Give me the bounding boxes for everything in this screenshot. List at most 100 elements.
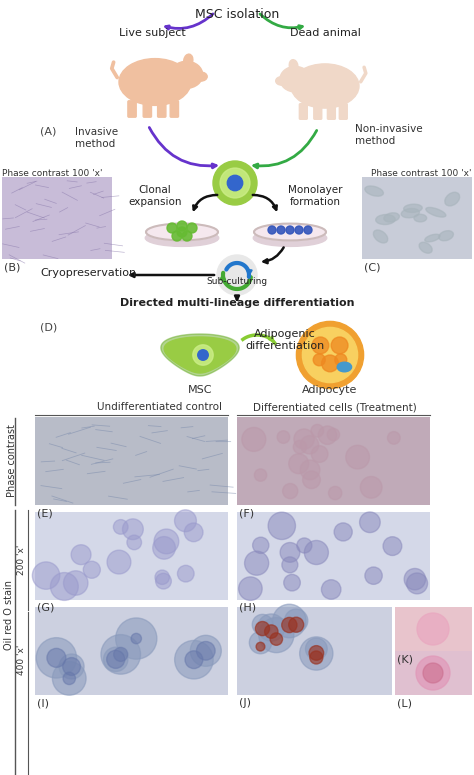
Text: Phase contrast 100 'x': Phase contrast 100 'x' bbox=[372, 168, 472, 177]
Circle shape bbox=[83, 561, 100, 578]
Circle shape bbox=[346, 446, 369, 469]
Circle shape bbox=[228, 175, 243, 191]
Ellipse shape bbox=[439, 231, 454, 241]
Circle shape bbox=[253, 537, 269, 553]
Circle shape bbox=[280, 542, 300, 563]
Text: (G): (G) bbox=[37, 603, 55, 613]
Ellipse shape bbox=[119, 59, 191, 105]
Circle shape bbox=[113, 519, 128, 534]
FancyBboxPatch shape bbox=[35, 607, 228, 695]
Circle shape bbox=[59, 654, 84, 679]
Text: Adipocyte: Adipocyte bbox=[302, 385, 358, 395]
Text: Live subject: Live subject bbox=[118, 28, 185, 38]
Circle shape bbox=[416, 656, 450, 690]
Circle shape bbox=[289, 453, 309, 474]
Circle shape bbox=[238, 577, 262, 601]
Circle shape bbox=[153, 536, 175, 560]
Ellipse shape bbox=[445, 192, 460, 206]
Circle shape bbox=[103, 647, 128, 671]
Circle shape bbox=[417, 613, 449, 645]
Circle shape bbox=[36, 638, 77, 678]
Circle shape bbox=[198, 350, 208, 360]
Circle shape bbox=[289, 617, 304, 632]
FancyBboxPatch shape bbox=[170, 101, 179, 117]
Circle shape bbox=[273, 604, 306, 638]
Circle shape bbox=[331, 337, 348, 354]
FancyBboxPatch shape bbox=[128, 101, 136, 117]
Circle shape bbox=[167, 223, 177, 233]
Circle shape bbox=[303, 471, 320, 488]
Text: Cryopreservation: Cryopreservation bbox=[40, 268, 136, 278]
Ellipse shape bbox=[414, 214, 427, 222]
Circle shape bbox=[184, 523, 203, 542]
Text: (F): (F) bbox=[239, 508, 254, 518]
Circle shape bbox=[311, 425, 324, 437]
Circle shape bbox=[188, 340, 218, 370]
Circle shape bbox=[245, 551, 269, 575]
FancyBboxPatch shape bbox=[35, 512, 228, 600]
Text: (B): (B) bbox=[4, 263, 20, 273]
Circle shape bbox=[220, 168, 250, 198]
Ellipse shape bbox=[184, 54, 193, 67]
Circle shape bbox=[185, 651, 203, 669]
Circle shape bbox=[311, 446, 328, 463]
Circle shape bbox=[305, 638, 327, 660]
Circle shape bbox=[300, 460, 320, 480]
Ellipse shape bbox=[145, 229, 219, 246]
FancyBboxPatch shape bbox=[314, 104, 322, 119]
Circle shape bbox=[321, 355, 338, 372]
Ellipse shape bbox=[337, 362, 352, 372]
Circle shape bbox=[242, 428, 266, 451]
Circle shape bbox=[172, 231, 182, 241]
Circle shape bbox=[284, 609, 308, 632]
Circle shape bbox=[282, 557, 298, 573]
FancyBboxPatch shape bbox=[395, 607, 472, 651]
Circle shape bbox=[116, 618, 157, 660]
Text: Sub-culturing: Sub-culturing bbox=[207, 277, 267, 287]
Ellipse shape bbox=[374, 230, 388, 243]
Text: 400 'x': 400 'x' bbox=[18, 645, 27, 675]
Circle shape bbox=[127, 535, 142, 549]
Circle shape bbox=[182, 231, 192, 241]
Text: (J): (J) bbox=[239, 698, 251, 708]
Circle shape bbox=[407, 573, 428, 594]
Text: (H): (H) bbox=[239, 603, 256, 613]
FancyBboxPatch shape bbox=[362, 177, 472, 259]
Text: (L): (L) bbox=[397, 698, 412, 708]
Ellipse shape bbox=[401, 208, 419, 218]
Circle shape bbox=[302, 327, 357, 383]
Circle shape bbox=[383, 537, 402, 556]
Text: (E): (E) bbox=[37, 508, 53, 518]
Circle shape bbox=[264, 625, 278, 639]
Circle shape bbox=[107, 650, 125, 668]
FancyBboxPatch shape bbox=[328, 104, 335, 119]
FancyBboxPatch shape bbox=[339, 104, 347, 119]
Ellipse shape bbox=[280, 67, 310, 92]
Ellipse shape bbox=[170, 61, 203, 88]
Ellipse shape bbox=[289, 60, 298, 71]
Circle shape bbox=[309, 646, 324, 660]
Ellipse shape bbox=[384, 213, 400, 222]
Circle shape bbox=[423, 663, 443, 683]
Circle shape bbox=[335, 354, 347, 366]
Text: Phase contrast 100 'x': Phase contrast 100 'x' bbox=[2, 168, 102, 177]
Circle shape bbox=[268, 226, 276, 234]
Circle shape bbox=[284, 574, 301, 591]
Circle shape bbox=[155, 574, 172, 589]
Circle shape bbox=[193, 345, 213, 365]
Circle shape bbox=[252, 615, 273, 635]
Circle shape bbox=[294, 429, 314, 449]
Circle shape bbox=[312, 337, 329, 354]
Ellipse shape bbox=[291, 64, 359, 108]
FancyBboxPatch shape bbox=[395, 651, 472, 695]
Text: (I): (I) bbox=[37, 698, 49, 708]
Text: Oil red O stain: Oil red O stain bbox=[4, 580, 14, 650]
Circle shape bbox=[283, 484, 298, 498]
Text: Differentiated cells (Treatment): Differentiated cells (Treatment) bbox=[253, 402, 417, 412]
Circle shape bbox=[304, 540, 328, 564]
Circle shape bbox=[293, 440, 307, 453]
FancyBboxPatch shape bbox=[237, 417, 430, 505]
Circle shape bbox=[286, 226, 294, 234]
Ellipse shape bbox=[426, 208, 446, 217]
Circle shape bbox=[297, 538, 312, 553]
